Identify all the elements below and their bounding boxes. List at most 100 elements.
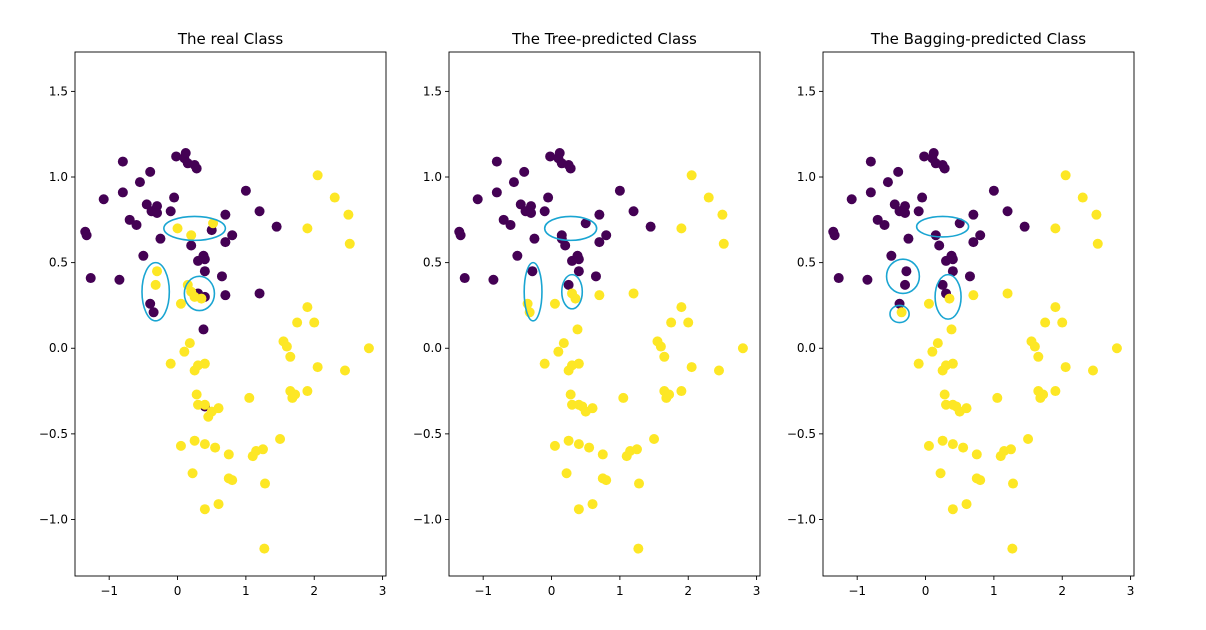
- data-point-class0: [968, 237, 979, 248]
- data-point-class1: [594, 290, 605, 301]
- data-point-class1: [655, 341, 666, 352]
- data-point-class0: [124, 214, 135, 225]
- y-tick-label: 0.5: [797, 256, 816, 270]
- data-point-class0: [545, 151, 556, 162]
- data-point-class0: [254, 288, 265, 299]
- data-point-class0: [580, 218, 591, 229]
- y-tick-label: 1.0: [49, 170, 68, 184]
- data-point-class0: [512, 250, 523, 261]
- data-point-class0: [919, 151, 930, 162]
- data-point-class1: [944, 293, 955, 304]
- data-point-class1: [339, 365, 350, 376]
- x-tick-label: −1: [848, 584, 866, 598]
- data-point-class1: [199, 504, 210, 515]
- data-point-class1: [1029, 341, 1040, 352]
- highlight-ring: [560, 273, 584, 310]
- y-tick-label: 0.0: [423, 341, 442, 355]
- data-point-class0: [903, 233, 914, 244]
- data-point-class0: [155, 233, 166, 244]
- data-point-class1: [292, 317, 303, 328]
- highlight-ring: [885, 258, 921, 295]
- data-point-class0: [917, 192, 928, 203]
- data-point-class1: [913, 358, 924, 369]
- data-point-class1: [1050, 302, 1061, 313]
- data-point-class1: [968, 290, 979, 301]
- data-point-class1: [175, 440, 186, 451]
- y-tick-label: 1.0: [797, 170, 816, 184]
- data-point-class1: [259, 543, 270, 554]
- data-point-class1: [1050, 386, 1061, 397]
- data-point-class1: [1111, 343, 1122, 354]
- y-tick-label: −0.5: [787, 427, 816, 441]
- data-point-class0: [472, 194, 483, 205]
- data-point-class0: [886, 250, 897, 261]
- data-point-class0: [152, 201, 163, 212]
- x-tick-label: 3: [379, 584, 387, 598]
- data-point-class1: [309, 317, 320, 328]
- data-point-class1: [947, 439, 958, 450]
- data-point-class1: [1002, 288, 1013, 299]
- data-point-class1: [329, 192, 340, 203]
- data-point-class1: [923, 298, 934, 309]
- plot-frame: [448, 51, 761, 577]
- data-point-class1: [713, 365, 724, 376]
- data-point-class1: [565, 389, 576, 400]
- data-point-class0: [459, 273, 470, 284]
- data-point-class0: [543, 192, 554, 203]
- data-point-class0: [590, 271, 601, 282]
- data-point-class1: [573, 439, 584, 450]
- data-point-class0: [565, 163, 576, 174]
- data-point-class1: [561, 468, 572, 479]
- data-point-class0: [145, 166, 156, 177]
- x-tick-label: 3: [1127, 584, 1135, 598]
- data-point-class1: [584, 442, 595, 453]
- y-tick-label: 1.5: [49, 84, 68, 98]
- data-point-class1: [927, 346, 938, 357]
- chart-title: The Tree-predicted Class: [511, 30, 697, 48]
- data-point-class0: [968, 209, 979, 220]
- plot-frame: [74, 51, 387, 577]
- data-point-class0: [138, 250, 149, 261]
- data-point-class1: [553, 346, 564, 357]
- data-point-class0: [81, 230, 92, 241]
- data-point-class1: [563, 435, 574, 446]
- chart-panel-2: The Tree-predicted Class −1 0 1 2 3 −1.0 −0.5 0.…: [413, 30, 761, 598]
- data-point-class0: [198, 324, 209, 335]
- data-point-class1: [737, 343, 748, 354]
- data-point-class1: [193, 399, 204, 410]
- data-point-class1: [937, 435, 948, 446]
- data-point-class1: [275, 434, 286, 445]
- data-point-class0: [573, 254, 584, 265]
- data-point-class0: [947, 254, 958, 265]
- data-point-class0: [191, 163, 202, 174]
- y-tick-label: 0.5: [49, 256, 68, 270]
- data-point-class0: [148, 307, 159, 318]
- plot-frame: [822, 51, 1135, 577]
- data-point-class1: [666, 317, 677, 328]
- data-point-class1: [344, 238, 355, 249]
- data-point-class1: [676, 302, 687, 313]
- data-point-class1: [573, 504, 584, 515]
- data-point-class1: [587, 403, 598, 414]
- data-point-class1: [628, 288, 639, 299]
- data-point-class1: [199, 358, 210, 369]
- data-point-class0: [114, 274, 125, 285]
- data-point-class1: [363, 343, 374, 354]
- data-point-class1: [634, 478, 645, 489]
- data-point-class0: [563, 279, 574, 290]
- chart-title: The Bagging-predicted Class: [870, 30, 1086, 48]
- data-point-class0: [505, 219, 516, 230]
- data-point-class0: [85, 273, 96, 284]
- data-point-class0: [508, 177, 519, 188]
- data-point-class0: [900, 279, 911, 290]
- data-point-class1: [659, 351, 670, 362]
- data-point-class1: [213, 403, 224, 414]
- data-point-class1: [939, 389, 950, 400]
- data-point-class0: [872, 214, 883, 225]
- data-point-class0: [930, 230, 941, 241]
- data-point-class0: [117, 187, 128, 198]
- data-point-class0: [491, 187, 502, 198]
- data-point-class1: [572, 324, 583, 335]
- y-tick-label: −1.0: [413, 512, 442, 526]
